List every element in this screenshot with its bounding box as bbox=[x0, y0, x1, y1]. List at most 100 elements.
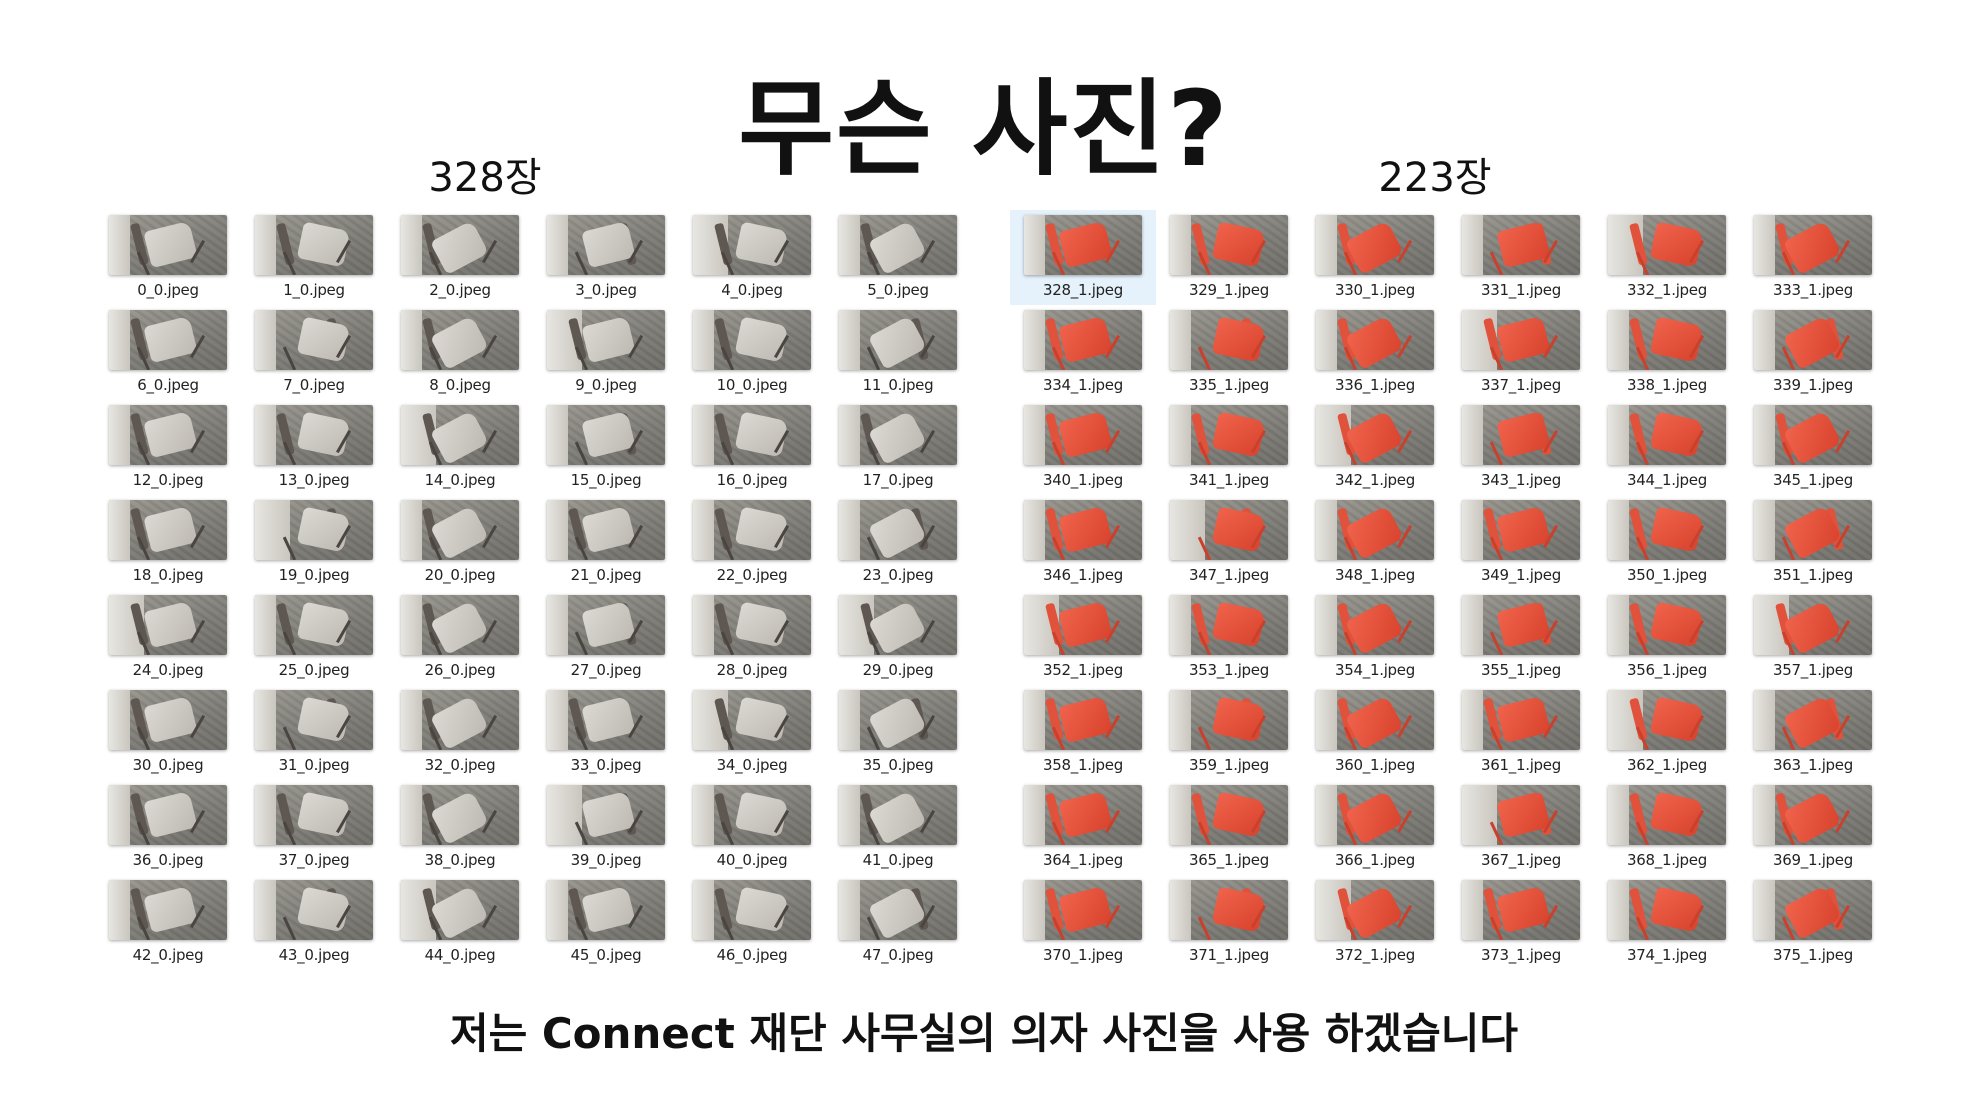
file-tile[interactable]: 44_0.jpeg bbox=[387, 875, 533, 970]
file-tile[interactable]: 346_1.jpeg bbox=[1010, 495, 1156, 590]
file-tile[interactable]: 34_0.jpeg bbox=[679, 685, 825, 780]
file-tile[interactable]: 343_1.jpeg bbox=[1448, 400, 1594, 495]
file-tile[interactable]: 13_0.jpeg bbox=[241, 400, 387, 495]
file-tile[interactable]: 40_0.jpeg bbox=[679, 780, 825, 875]
file-tile[interactable]: 37_0.jpeg bbox=[241, 780, 387, 875]
file-tile[interactable]: 38_0.jpeg bbox=[387, 780, 533, 875]
file-tile[interactable]: 11_0.jpeg bbox=[825, 305, 971, 400]
file-tile[interactable]: 42_0.jpeg bbox=[95, 875, 241, 970]
file-tile[interactable]: 340_1.jpeg bbox=[1010, 400, 1156, 495]
file-tile[interactable]: 5_0.jpeg bbox=[825, 210, 971, 305]
file-tile[interactable]: 332_1.jpeg bbox=[1594, 210, 1740, 305]
file-tile[interactable]: 12_0.jpeg bbox=[95, 400, 241, 495]
file-tile[interactable]: 28_0.jpeg bbox=[679, 590, 825, 685]
file-tile[interactable]: 359_1.jpeg bbox=[1156, 685, 1302, 780]
file-tile[interactable]: 352_1.jpeg bbox=[1010, 590, 1156, 685]
file-tile[interactable]: 26_0.jpeg bbox=[387, 590, 533, 685]
file-tile[interactable]: 350_1.jpeg bbox=[1594, 495, 1740, 590]
file-tile[interactable]: 334_1.jpeg bbox=[1010, 305, 1156, 400]
file-tile[interactable]: 331_1.jpeg bbox=[1448, 210, 1594, 305]
file-name-label: 30_0.jpeg bbox=[132, 756, 204, 774]
file-tile[interactable]: 329_1.jpeg bbox=[1156, 210, 1302, 305]
file-tile[interactable]: 353_1.jpeg bbox=[1156, 590, 1302, 685]
file-tile[interactable]: 17_0.jpeg bbox=[825, 400, 971, 495]
file-tile[interactable]: 357_1.jpeg bbox=[1740, 590, 1886, 685]
file-tile[interactable]: 354_1.jpeg bbox=[1302, 590, 1448, 685]
file-tile[interactable]: 29_0.jpeg bbox=[825, 590, 971, 685]
file-tile[interactable]: 364_1.jpeg bbox=[1010, 780, 1156, 875]
file-tile[interactable]: 21_0.jpeg bbox=[533, 495, 679, 590]
file-tile[interactable]: 363_1.jpeg bbox=[1740, 685, 1886, 780]
file-tile[interactable]: 356_1.jpeg bbox=[1594, 590, 1740, 685]
file-tile[interactable]: 368_1.jpeg bbox=[1594, 780, 1740, 875]
file-tile[interactable]: 45_0.jpeg bbox=[533, 875, 679, 970]
file-tile[interactable]: 9_0.jpeg bbox=[533, 305, 679, 400]
file-tile[interactable]: 46_0.jpeg bbox=[679, 875, 825, 970]
file-tile[interactable]: 328_1.jpeg bbox=[1010, 210, 1156, 305]
file-tile[interactable]: 19_0.jpeg bbox=[241, 495, 387, 590]
file-tile[interactable]: 341_1.jpeg bbox=[1156, 400, 1302, 495]
file-tile[interactable]: 15_0.jpeg bbox=[533, 400, 679, 495]
file-tile[interactable]: 375_1.jpeg bbox=[1740, 875, 1886, 970]
file-tile[interactable]: 372_1.jpeg bbox=[1302, 875, 1448, 970]
file-tile[interactable]: 339_1.jpeg bbox=[1740, 305, 1886, 400]
file-tile[interactable]: 337_1.jpeg bbox=[1448, 305, 1594, 400]
file-tile[interactable]: 348_1.jpeg bbox=[1302, 495, 1448, 590]
file-tile[interactable]: 39_0.jpeg bbox=[533, 780, 679, 875]
file-tile[interactable]: 344_1.jpeg bbox=[1594, 400, 1740, 495]
file-tile[interactable]: 8_0.jpeg bbox=[387, 305, 533, 400]
chair-photo-thumbnail bbox=[1170, 310, 1288, 370]
file-tile[interactable]: 47_0.jpeg bbox=[825, 875, 971, 970]
file-tile[interactable]: 342_1.jpeg bbox=[1302, 400, 1448, 495]
file-tile[interactable]: 347_1.jpeg bbox=[1156, 495, 1302, 590]
chair-photo-thumbnail bbox=[1170, 690, 1288, 750]
file-tile[interactable]: 365_1.jpeg bbox=[1156, 780, 1302, 875]
file-tile[interactable]: 14_0.jpeg bbox=[387, 400, 533, 495]
file-tile[interactable]: 330_1.jpeg bbox=[1302, 210, 1448, 305]
file-tile[interactable]: 333_1.jpeg bbox=[1740, 210, 1886, 305]
file-tile[interactable]: 33_0.jpeg bbox=[533, 685, 679, 780]
file-tile[interactable]: 338_1.jpeg bbox=[1594, 305, 1740, 400]
file-tile[interactable]: 4_0.jpeg bbox=[679, 210, 825, 305]
file-tile[interactable]: 362_1.jpeg bbox=[1594, 685, 1740, 780]
file-tile[interactable]: 373_1.jpeg bbox=[1448, 875, 1594, 970]
file-tile[interactable]: 335_1.jpeg bbox=[1156, 305, 1302, 400]
file-tile[interactable]: 10_0.jpeg bbox=[679, 305, 825, 400]
file-tile[interactable]: 367_1.jpeg bbox=[1448, 780, 1594, 875]
file-tile[interactable]: 30_0.jpeg bbox=[95, 685, 241, 780]
file-tile[interactable]: 32_0.jpeg bbox=[387, 685, 533, 780]
file-tile[interactable]: 27_0.jpeg bbox=[533, 590, 679, 685]
file-tile[interactable]: 355_1.jpeg bbox=[1448, 590, 1594, 685]
file-tile[interactable]: 345_1.jpeg bbox=[1740, 400, 1886, 495]
file-tile[interactable]: 22_0.jpeg bbox=[679, 495, 825, 590]
file-tile[interactable]: 2_0.jpeg bbox=[387, 210, 533, 305]
file-tile[interactable]: 360_1.jpeg bbox=[1302, 685, 1448, 780]
file-tile[interactable]: 25_0.jpeg bbox=[241, 590, 387, 685]
file-tile[interactable]: 16_0.jpeg bbox=[679, 400, 825, 495]
file-tile[interactable]: 3_0.jpeg bbox=[533, 210, 679, 305]
file-tile[interactable]: 351_1.jpeg bbox=[1740, 495, 1886, 590]
file-tile[interactable]: 371_1.jpeg bbox=[1156, 875, 1302, 970]
file-tile[interactable]: 41_0.jpeg bbox=[825, 780, 971, 875]
file-tile[interactable]: 366_1.jpeg bbox=[1302, 780, 1448, 875]
file-tile[interactable]: 349_1.jpeg bbox=[1448, 495, 1594, 590]
file-tile[interactable]: 20_0.jpeg bbox=[387, 495, 533, 590]
file-tile[interactable]: 31_0.jpeg bbox=[241, 685, 387, 780]
file-tile[interactable]: 6_0.jpeg bbox=[95, 305, 241, 400]
file-tile[interactable]: 370_1.jpeg bbox=[1010, 875, 1156, 970]
file-tile[interactable]: 374_1.jpeg bbox=[1594, 875, 1740, 970]
file-tile[interactable]: 24_0.jpeg bbox=[95, 590, 241, 685]
file-tile[interactable]: 18_0.jpeg bbox=[95, 495, 241, 590]
file-tile[interactable]: 35_0.jpeg bbox=[825, 685, 971, 780]
file-tile[interactable]: 336_1.jpeg bbox=[1302, 305, 1448, 400]
file-tile[interactable]: 43_0.jpeg bbox=[241, 875, 387, 970]
file-tile[interactable]: 23_0.jpeg bbox=[825, 495, 971, 590]
file-tile[interactable]: 369_1.jpeg bbox=[1740, 780, 1886, 875]
file-tile[interactable]: 361_1.jpeg bbox=[1448, 685, 1594, 780]
file-tile[interactable]: 7_0.jpeg bbox=[241, 305, 387, 400]
file-tile[interactable]: 1_0.jpeg bbox=[241, 210, 387, 305]
file-tile[interactable]: 36_0.jpeg bbox=[95, 780, 241, 875]
file-tile[interactable]: 0_0.jpeg bbox=[95, 210, 241, 305]
file-tile[interactable]: 358_1.jpeg bbox=[1010, 685, 1156, 780]
file-name-label: 357_1.jpeg bbox=[1773, 661, 1853, 679]
